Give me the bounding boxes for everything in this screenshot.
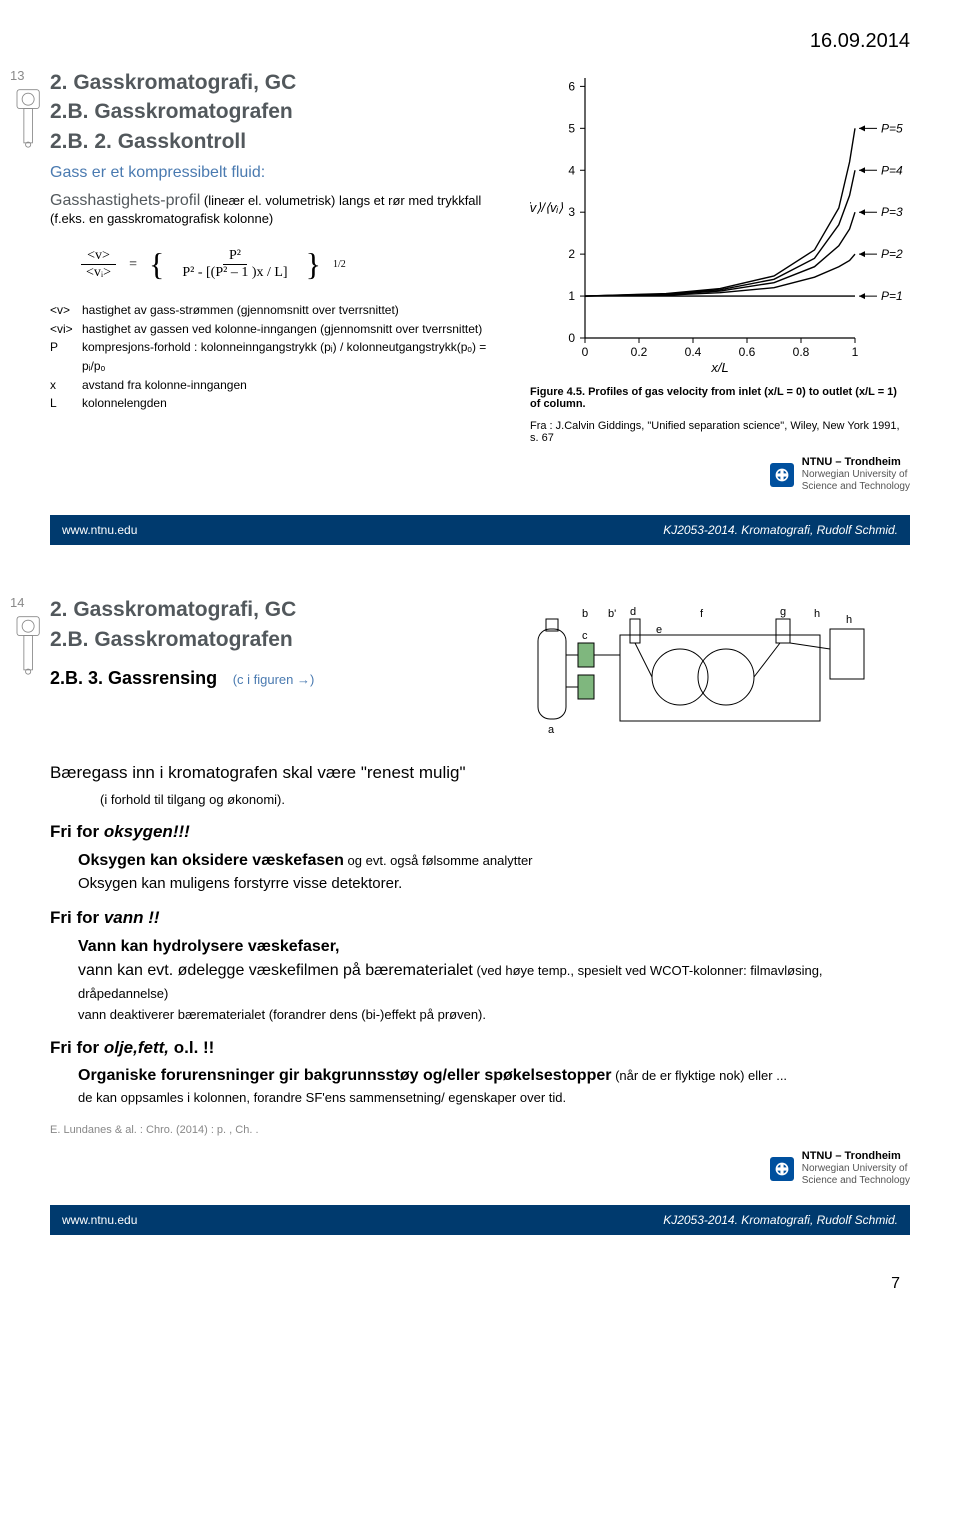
svg-text:x/L: x/L <box>710 360 728 375</box>
instrument-icon <box>10 88 48 148</box>
intro: Bæregass inn i kromatografen skal være "… <box>50 760 910 786</box>
title-line: 2.B. Gasskromatografen <box>50 625 510 654</box>
svg-text:4: 4 <box>568 163 575 177</box>
frac-bot-l: <vᵢ> <box>80 265 117 281</box>
frac-bot-r: P² - [(P² – 1 )x / L] <box>176 265 293 281</box>
svg-text:P=3: P=3 <box>881 205 903 219</box>
svg-text:P=5: P=5 <box>881 121 903 135</box>
svg-text:0.2: 0.2 <box>631 345 648 359</box>
ntnu-logo-icon <box>770 1157 794 1181</box>
profil-line: Gasshastighets-profil (lineær el. volume… <box>50 192 510 228</box>
sub-note: (c i figuren →) <box>233 672 315 687</box>
subtitle: Gass er et kompressibelt fluid: <box>50 164 510 182</box>
slide-13: 1 3 2. Gasskromatografi, GC 2.B. Gasskrom… <box>50 68 910 545</box>
svg-text:0.4: 0.4 <box>685 345 702 359</box>
svg-text:P=4: P=4 <box>881 163 903 177</box>
instrument-icon <box>10 615 48 675</box>
ntnu-badge: NTNU – Trondheim Norwegian University of… <box>530 456 910 493</box>
svg-text:P=2: P=2 <box>881 247 903 261</box>
velocity-chart: 0 0.2 0.4 0.6 0.8 1 0 1 2 3 4 5 6 x/L ⟨v⟩/⟨vᵢ⟩ P=5 P=4 P=… <box>530 68 910 378</box>
svg-text:c: c <box>582 630 588 642</box>
svg-text:b: b <box>582 608 588 620</box>
bracket-l: { <box>149 246 164 283</box>
fri-oksygen-line: Oksygen kan oksidere væskefasen og evt. … <box>78 849 910 873</box>
slide-14: 14 2. Gasskromatografi, GC 2.B. Gasskrom… <box>50 595 910 1235</box>
svg-text:0: 0 <box>582 345 589 359</box>
velocity-formula: <v> <vᵢ> = { P² P² - [(P² – 1 )x / L] } … <box>80 246 510 283</box>
exponent: 1/2 <box>333 259 346 270</box>
svg-text:1: 1 <box>852 345 859 359</box>
svg-text:3: 3 <box>568 205 575 219</box>
svg-text:h: h <box>814 608 820 620</box>
definition-row: Lkolonnelengden <box>50 394 510 413</box>
fri-oksygen-head: Fri for oksygen!!! <box>50 819 910 845</box>
footer-course: KJ2053-2014. Kromatografi, Rudolf Schmid… <box>663 523 898 537</box>
title-line: 2. Gasskromatografi, GC <box>50 595 510 624</box>
profil-label: Gasshastighets-profil <box>50 192 200 209</box>
fri-olje-head: Fri for olje,fett, o.l. !! <box>50 1035 910 1061</box>
slide-footer: www.ntnu.edu KJ2053-2014. Kromatografi, … <box>50 1205 910 1235</box>
slide-title: 2. Gasskromatografi, GC 2.B. Gasskromato… <box>50 68 510 156</box>
chart-citation: Fra : J.Calvin Giddings, "Unified separa… <box>530 420 910 444</box>
footer-url: www.ntnu.edu <box>62 1213 137 1227</box>
page-date: 16.09.2014 <box>50 30 910 53</box>
svg-text:a: a <box>548 724 555 736</box>
svg-text:e: e <box>656 624 662 636</box>
svg-text:2: 2 <box>568 247 575 261</box>
ntnu-l2: Science and Technology <box>802 481 910 492</box>
title-line: 2.B. Gasskromatografen <box>50 97 510 126</box>
equals: = <box>129 257 137 273</box>
fri-vann-head: Fri for vann !! <box>50 905 910 931</box>
svg-text:d: d <box>630 606 636 618</box>
svg-text:P=1: P=1 <box>881 289 903 303</box>
fri-oksygen-line: Oksygen kan muligens forstyrre visse det… <box>78 873 910 896</box>
fri-vann-line: Vann kan hydrolysere væskefaser, <box>78 935 910 959</box>
page-number: 7 <box>50 1275 910 1293</box>
slide-body: Bæregass inn i kromatografen skal være "… <box>50 760 910 1138</box>
svg-text:h: h <box>846 614 852 626</box>
reference: E. Lundanes & al. : Chro. (2014) : p. , … <box>50 1122 910 1139</box>
frac-top-l: <v> <box>81 248 116 265</box>
ntnu-name: NTNU – Trondheim <box>802 456 901 468</box>
svg-text:0.6: 0.6 <box>739 345 756 359</box>
bracket-r: } <box>306 246 321 283</box>
chart-caption: Figure 4.5. Profiles of gas velocity fro… <box>530 386 910 410</box>
gc-schematic-diagram: a b b' c d e f g h h <box>530 599 870 739</box>
svg-text:6: 6 <box>568 79 575 93</box>
fri-olje-line: de kan oppsamles i kolonnen, forandre SF… <box>78 1088 910 1108</box>
title-line: 2.B. 2. Gasskontroll <box>50 127 510 156</box>
slide-title: 2. Gasskromatografi, GC 2.B. Gasskromato… <box>50 595 510 654</box>
ntnu-l1: Norwegian University of <box>802 469 908 480</box>
svg-text:g: g <box>780 606 786 618</box>
svg-text:f: f <box>700 608 704 620</box>
svg-text:0.8: 0.8 <box>793 345 810 359</box>
definition-row: <v>hastighet av gass-strømmen (gjennomsn… <box>50 301 510 320</box>
definition-row: Pkompresjons-forhold : kolonneinngangstr… <box>50 338 510 375</box>
slide-footer: www.ntnu.edu KJ2053-2014. Kromatografi, … <box>50 515 910 545</box>
intro-note: (i forhold til tilgang og økonomi). <box>100 790 910 810</box>
svg-text:5: 5 <box>568 121 575 135</box>
fri-olje-line: Organiske forurensninger gir bakgrunnsst… <box>78 1064 910 1088</box>
svg-text:⟨v⟩/⟨vᵢ⟩: ⟨v⟩/⟨vᵢ⟩ <box>530 200 563 215</box>
svg-text:0: 0 <box>568 331 575 345</box>
fri-vann-line: vann kan evt. ødelegge væskefilmen på bæ… <box>78 959 910 1006</box>
frac-top-r: P² <box>223 248 247 265</box>
ntnu-logo-icon <box>770 463 794 487</box>
svg-text:1: 1 <box>568 289 575 303</box>
footer-url: www.ntnu.edu <box>62 523 137 537</box>
ntnu-l2: Science and Technology <box>802 1175 910 1186</box>
slide-number: 14 <box>10 595 24 610</box>
sub-heading: 2.B. 3. Gassrensing <box>50 668 217 688</box>
ntnu-badge: NTNU – Trondheim Norwegian University of… <box>50 1150 910 1187</box>
ntnu-name: NTNU – Trondheim <box>802 1150 901 1162</box>
definition-row: <vi>hastighet av gassen ved kolonne-inng… <box>50 320 510 339</box>
title-line: 2. Gasskromatografi, GC <box>50 68 510 97</box>
fri-vann-line: vann deaktiverer bærematerialet (forandr… <box>78 1005 910 1025</box>
svg-text:b': b' <box>608 608 616 620</box>
definition-row: xavstand fra kolonne-inngangen <box>50 376 510 395</box>
ntnu-l1: Norwegian University of <box>802 1163 908 1174</box>
definitions: <v>hastighet av gass-strømmen (gjennomsn… <box>50 301 510 413</box>
footer-course: KJ2053-2014. Kromatografi, Rudolf Schmid… <box>663 1213 898 1227</box>
slide-number: 13 <box>10 68 24 83</box>
